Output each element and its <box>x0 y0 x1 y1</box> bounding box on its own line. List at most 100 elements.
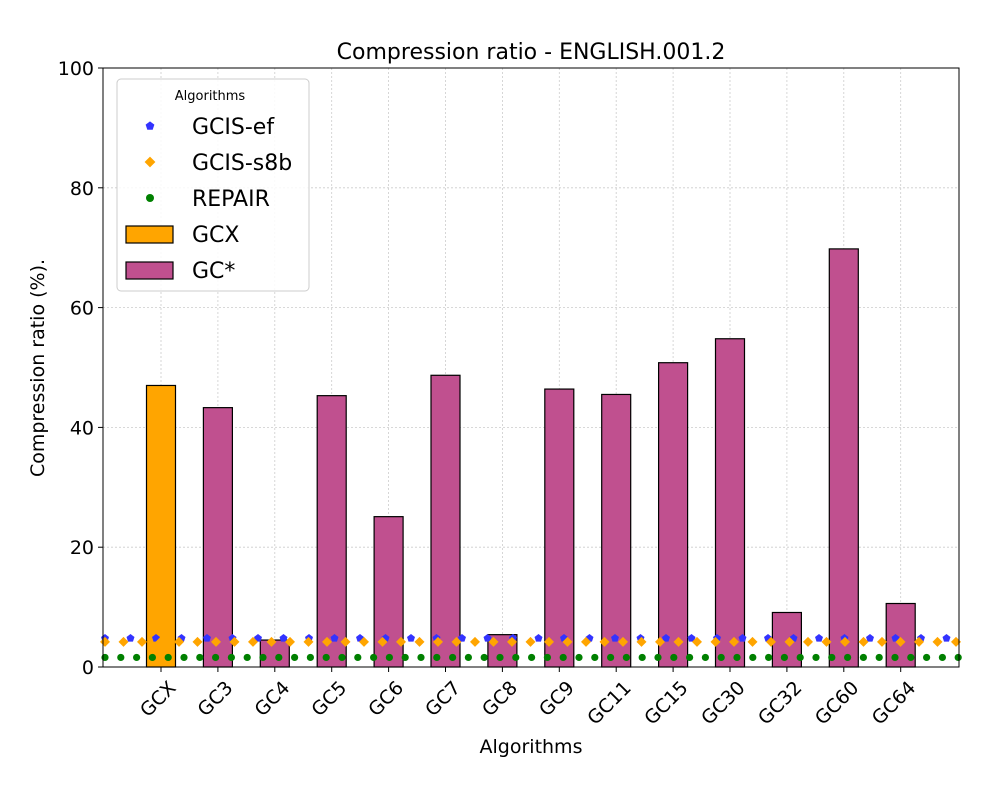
reference-point <box>591 653 599 662</box>
x-tick-label: GC64 <box>868 677 920 729</box>
reference-point <box>738 634 747 642</box>
reference-point <box>137 636 147 647</box>
reference-point <box>796 653 804 662</box>
reference-point <box>942 634 951 642</box>
reference-point <box>673 636 684 647</box>
legend-label: REPAIR <box>192 187 270 212</box>
reference-point <box>192 636 203 647</box>
x-tick-label: GC9 <box>535 677 579 721</box>
reference-point <box>385 653 393 662</box>
legend-label: GCIS-s8b <box>192 151 292 176</box>
reference-point <box>622 653 631 662</box>
x-tick-label: GC15 <box>640 677 692 729</box>
bar <box>601 393 632 668</box>
reference-point <box>377 636 388 647</box>
reference-point <box>464 653 472 662</box>
reference-point <box>618 636 628 647</box>
reference-point <box>914 636 924 647</box>
reference-point <box>164 653 172 662</box>
reference-point <box>717 653 725 662</box>
reference-point <box>877 636 887 647</box>
reference-point <box>544 636 554 647</box>
reference-point <box>291 653 299 662</box>
reference-point <box>875 653 883 662</box>
reference-point <box>803 636 813 647</box>
reference-point <box>330 634 339 642</box>
reference-point <box>866 634 874 642</box>
reference-point <box>710 636 721 647</box>
y-tick-label: 80 <box>70 178 94 200</box>
legend-title: Algorithms <box>175 89 246 104</box>
x-tick-label: GC7 <box>421 677 465 721</box>
reference-point <box>155 636 166 647</box>
reference-point <box>636 636 647 647</box>
reference-point <box>534 634 543 642</box>
reference-point <box>638 653 646 662</box>
reference-point <box>229 636 240 647</box>
bar <box>828 248 859 668</box>
y-tick-label: 0 <box>82 657 94 679</box>
reference-point <box>891 634 900 642</box>
reference-point <box>575 653 583 662</box>
reference-point <box>275 653 283 662</box>
reference-point <box>306 653 314 662</box>
reference-point <box>692 636 702 647</box>
x-tick-label: GC3 <box>194 677 238 721</box>
reference-point <box>895 636 906 647</box>
reference-point <box>212 653 220 662</box>
reference-point <box>655 636 665 647</box>
reference-point <box>118 636 129 647</box>
legend-label: GCIS-ef <box>192 115 275 140</box>
reference-point <box>749 653 757 662</box>
reference-point <box>687 634 696 642</box>
reference-point <box>303 636 314 647</box>
reference-point <box>359 636 369 647</box>
reference-point <box>729 636 739 647</box>
reference-point <box>126 634 135 642</box>
reference-point <box>907 653 915 662</box>
reference-point <box>507 636 517 647</box>
reference-point <box>512 653 520 662</box>
reference-point <box>932 636 943 647</box>
reference-point <box>607 653 615 662</box>
reference-point <box>821 636 832 647</box>
x-tick-label: GC30 <box>697 677 749 729</box>
reference-point <box>417 653 425 662</box>
reference-point <box>733 653 741 662</box>
legend-swatch <box>125 225 174 244</box>
bar <box>145 384 177 668</box>
y-axis-label: Compression ratio (%). <box>27 259 49 477</box>
reference-point <box>765 653 773 662</box>
legend-swatch <box>125 261 174 280</box>
reference-point <box>180 653 188 662</box>
reference-point <box>891 653 899 662</box>
y-tick-label: 40 <box>70 417 94 439</box>
legend-marker <box>144 156 156 168</box>
reference-point <box>670 653 678 662</box>
reference-point <box>954 653 962 662</box>
bar <box>430 374 461 668</box>
bar <box>202 407 233 668</box>
bars <box>145 248 916 668</box>
reference-point <box>227 653 235 662</box>
reference-lines <box>100 634 962 662</box>
reference-point <box>562 636 573 647</box>
x-axis-label: Algorithms <box>480 736 583 758</box>
legend-label: GC* <box>192 259 235 284</box>
y-tick-label: 20 <box>70 537 94 559</box>
x-tick-label: GC60 <box>811 677 863 729</box>
reference-point <box>599 636 610 647</box>
bar <box>544 388 575 668</box>
reference-point <box>543 653 552 662</box>
chart-title: Compression ratio - ENGLISH.001.2 <box>337 40 726 65</box>
reference-point <box>766 636 776 647</box>
reference-point <box>451 636 462 647</box>
reference-point <box>285 636 295 647</box>
reference-point <box>480 653 488 662</box>
reference-point <box>525 636 536 647</box>
reference-point <box>815 634 823 642</box>
reference-point <box>117 653 125 662</box>
reference-point <box>496 653 504 662</box>
reference-point <box>322 653 330 662</box>
bar <box>316 395 347 668</box>
